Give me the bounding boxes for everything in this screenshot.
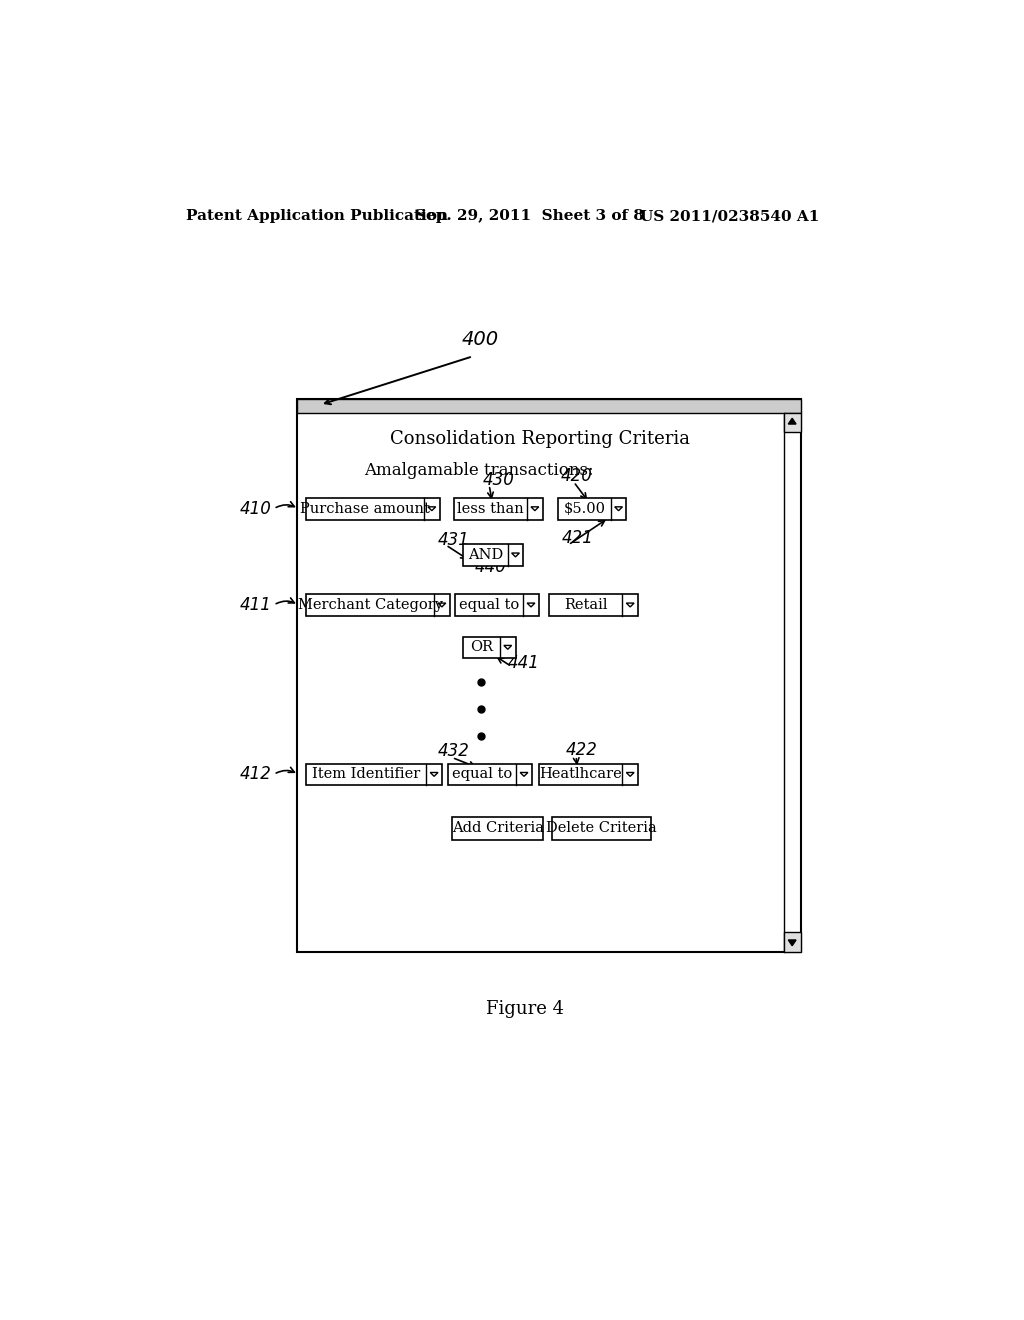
Bar — [539, 763, 638, 785]
Polygon shape — [520, 772, 528, 776]
Text: Merchant Category: Merchant Category — [298, 598, 442, 612]
Polygon shape — [438, 603, 445, 607]
Polygon shape — [614, 507, 623, 511]
Text: 400: 400 — [461, 330, 499, 348]
Bar — [783, 412, 801, 432]
Bar — [452, 817, 544, 840]
Text: Retail: Retail — [564, 598, 607, 612]
Text: Item Identifier: Item Identifier — [312, 767, 421, 781]
Text: 410: 410 — [240, 500, 271, 517]
Text: 430: 430 — [483, 471, 515, 490]
Text: Delete Criteria: Delete Criteria — [546, 821, 657, 836]
Bar — [455, 594, 539, 615]
Text: $5.00: $5.00 — [563, 502, 605, 516]
Bar — [454, 498, 543, 520]
Bar — [306, 498, 439, 520]
Text: Sep. 29, 2011  Sheet 3 of 8: Sep. 29, 2011 Sheet 3 of 8 — [415, 209, 644, 223]
Polygon shape — [512, 553, 519, 557]
Polygon shape — [788, 940, 796, 945]
Polygon shape — [531, 507, 539, 511]
Text: Amalgamable transactions:: Amalgamable transactions: — [365, 462, 594, 479]
Polygon shape — [504, 645, 512, 649]
Text: 420: 420 — [560, 467, 592, 484]
Polygon shape — [788, 418, 796, 424]
Text: equal to: equal to — [459, 598, 519, 612]
Text: 432: 432 — [438, 742, 470, 760]
Text: 441: 441 — [508, 653, 540, 672]
Text: Purchase amount: Purchase amount — [300, 502, 430, 516]
Text: Patent Application Publication: Patent Application Publication — [186, 209, 449, 223]
Bar — [306, 763, 442, 785]
Bar — [552, 817, 651, 840]
Text: 440: 440 — [475, 557, 507, 576]
Polygon shape — [527, 603, 535, 607]
Bar — [463, 544, 523, 566]
Bar — [297, 399, 801, 412]
Text: less than: less than — [457, 502, 523, 516]
Text: 421: 421 — [562, 529, 594, 546]
Text: OR: OR — [470, 640, 493, 655]
Text: Heatlhcare: Heatlhcare — [540, 767, 622, 781]
Text: Add Criteria: Add Criteria — [452, 821, 544, 836]
Bar — [549, 594, 638, 615]
Bar — [449, 763, 531, 785]
Text: US 2011/0238540 A1: US 2011/0238540 A1 — [640, 209, 819, 223]
Bar — [306, 594, 450, 615]
Text: equal to: equal to — [452, 767, 512, 781]
Text: 411: 411 — [240, 597, 271, 614]
Polygon shape — [428, 507, 435, 511]
Polygon shape — [430, 772, 438, 776]
Bar — [297, 399, 801, 952]
Text: Consolidation Reporting Criteria: Consolidation Reporting Criteria — [390, 430, 690, 449]
Bar — [783, 932, 801, 952]
Bar — [463, 636, 515, 659]
Text: 412: 412 — [240, 766, 271, 783]
Polygon shape — [627, 772, 634, 776]
Text: 431: 431 — [438, 531, 470, 549]
Text: Figure 4: Figure 4 — [485, 1001, 564, 1018]
Text: AND: AND — [468, 548, 503, 562]
Polygon shape — [627, 603, 634, 607]
Bar — [558, 498, 627, 520]
Text: 422: 422 — [566, 741, 598, 759]
